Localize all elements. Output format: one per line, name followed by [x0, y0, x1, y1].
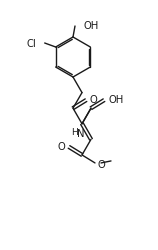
Text: OH: OH — [84, 21, 99, 31]
Text: H: H — [72, 127, 78, 136]
Text: O: O — [98, 159, 106, 169]
Text: Cl: Cl — [27, 39, 37, 49]
Text: N: N — [77, 128, 85, 138]
Text: O: O — [57, 142, 65, 151]
Text: OH: OH — [109, 95, 124, 105]
Text: O: O — [90, 95, 98, 105]
